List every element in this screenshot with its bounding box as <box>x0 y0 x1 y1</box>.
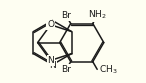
Text: Br: Br <box>61 65 71 74</box>
Text: Br: Br <box>61 11 71 20</box>
Text: N: N <box>47 56 54 65</box>
Text: O: O <box>47 20 54 29</box>
Text: N: N <box>49 61 56 70</box>
Text: CH$_3$: CH$_3$ <box>99 63 118 76</box>
Text: NH$_2$: NH$_2$ <box>88 9 106 21</box>
